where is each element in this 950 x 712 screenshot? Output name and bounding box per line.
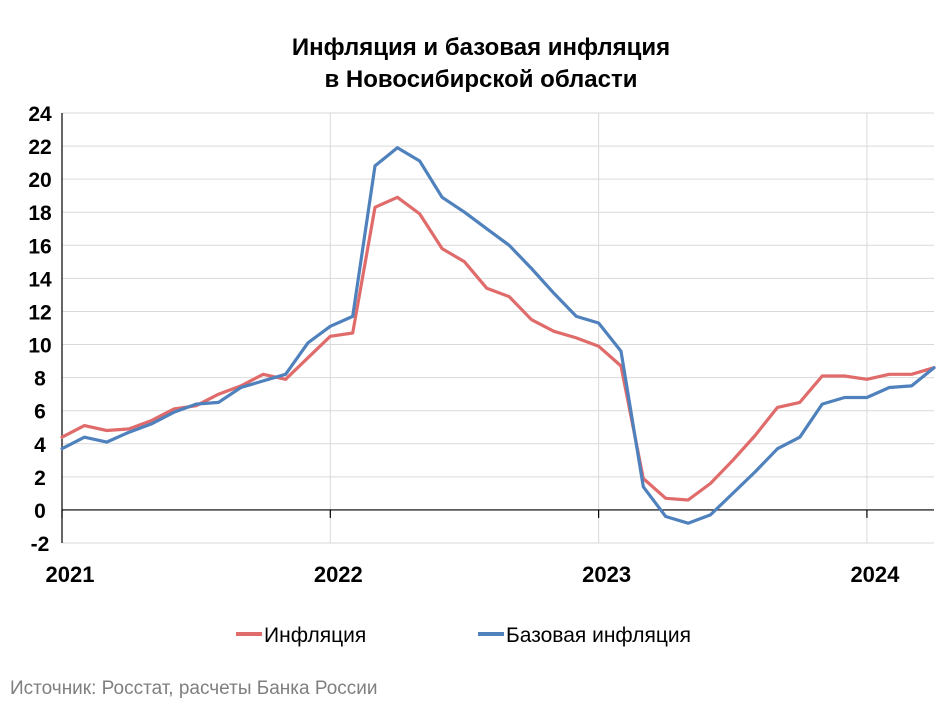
- x-tick-label: 2023: [582, 562, 631, 587]
- y-tick-label: 10: [28, 335, 51, 358]
- chart-title-line-2: в Новосибирской области: [325, 66, 638, 93]
- y-tick-label: 12: [28, 301, 51, 324]
- y-tick-label: 20: [28, 169, 51, 192]
- series-lines: [60, 146, 936, 525]
- y-tick-label: 16: [28, 235, 51, 258]
- chart-title: Инфляция и базовая инфляция в Новосибирс…: [292, 34, 670, 93]
- x-tick-label: 2024: [850, 562, 900, 587]
- y-tick-label: 14: [28, 268, 52, 291]
- y-tick-label: 24: [28, 103, 52, 126]
- y-tick-label: 2: [34, 467, 46, 490]
- series-line-core-inflation: [60, 146, 936, 525]
- y-tick-label: 22: [28, 136, 51, 159]
- y-tick-label: 4: [34, 434, 46, 457]
- legend-label-core-inflation: Базовая инфляция: [506, 624, 691, 647]
- x-axis: 2021 2022 2023 2024: [46, 113, 934, 587]
- gridlines: [62, 112, 934, 544]
- y-tick-label: 6: [34, 401, 46, 424]
- series-line-inflation: [60, 195, 936, 502]
- x-tick-label: 2022: [314, 562, 363, 587]
- chart-title-line-1: Инфляция и базовая инфляция: [292, 34, 670, 61]
- y-tick-label: 8: [34, 368, 46, 391]
- y-tick-label: 0: [34, 500, 46, 523]
- y-tick-label: 18: [28, 202, 52, 225]
- y-tick-label: -2: [31, 533, 50, 556]
- x-tick-label: 2021: [46, 562, 95, 587]
- legend-label-inflation: Инфляция: [264, 624, 366, 647]
- legend: Инфляция Базовая инфляция: [236, 624, 691, 647]
- source-note: Источник: Росстат, расчеты Банка России: [10, 678, 378, 699]
